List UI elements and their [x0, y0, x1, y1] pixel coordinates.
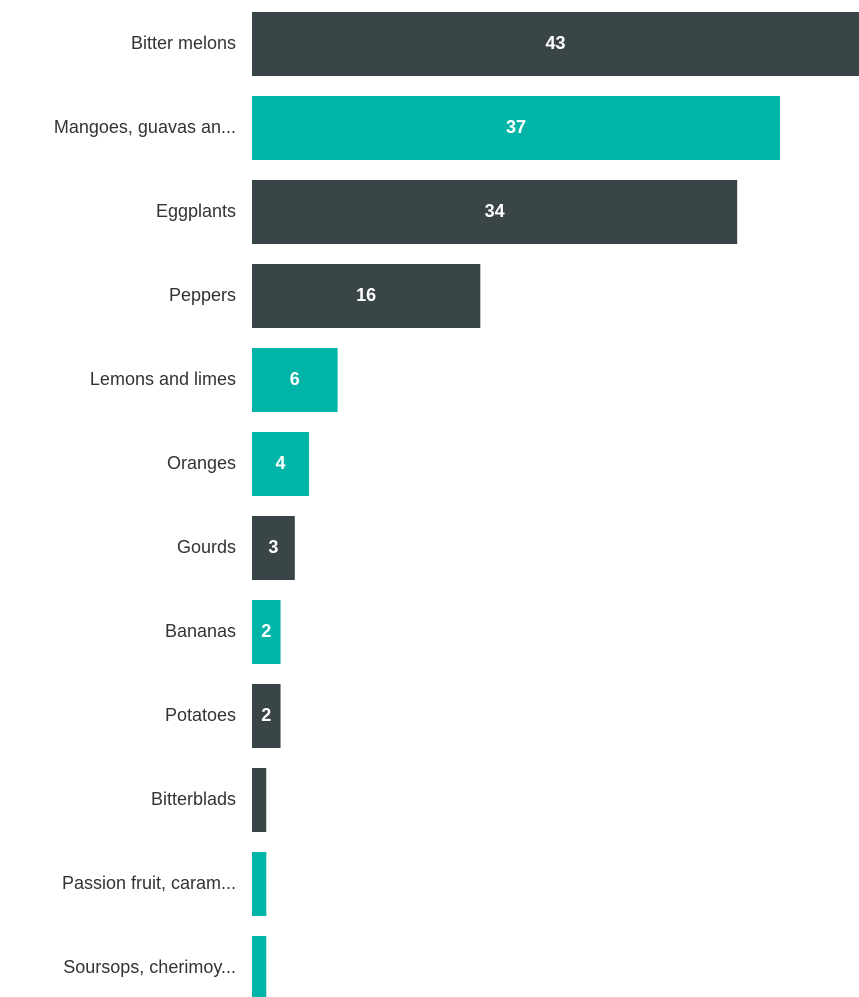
bar: [252, 684, 281, 748]
category-label: Bitter melons: [131, 33, 236, 53]
bar: [252, 936, 267, 997]
bar: [252, 96, 780, 160]
category-label: Bananas: [165, 621, 236, 641]
bar: [252, 264, 481, 328]
bar: [252, 516, 295, 580]
bar: [252, 180, 738, 244]
bar: [252, 432, 310, 496]
value-label: 4: [276, 453, 286, 473]
value-label: 34: [485, 201, 505, 221]
value-label: 43: [545, 33, 565, 53]
category-label: Gourds: [177, 537, 236, 557]
category-label: Eggplants: [156, 201, 236, 221]
bar: [252, 348, 338, 412]
bar: [252, 600, 281, 664]
value-label: 6: [290, 369, 300, 389]
category-label: Peppers: [169, 285, 236, 305]
value-label: 2: [261, 705, 271, 725]
category-label: Soursops, cherimoy...: [63, 957, 236, 977]
value-label: 3: [268, 537, 278, 557]
bar: [252, 768, 267, 832]
value-label: 37: [506, 117, 526, 137]
category-label: Potatoes: [165, 705, 236, 725]
category-label: Mangoes, guavas an...: [54, 117, 236, 137]
category-label: Bitterblads: [151, 789, 236, 809]
category-label: Lemons and limes: [90, 369, 236, 389]
bar: [252, 852, 267, 916]
value-label: 16: [356, 285, 376, 305]
value-label: 2: [261, 621, 271, 641]
category-label: Oranges: [167, 453, 236, 473]
bar: [252, 12, 859, 76]
category-label: Passion fruit, caram...: [62, 873, 236, 893]
